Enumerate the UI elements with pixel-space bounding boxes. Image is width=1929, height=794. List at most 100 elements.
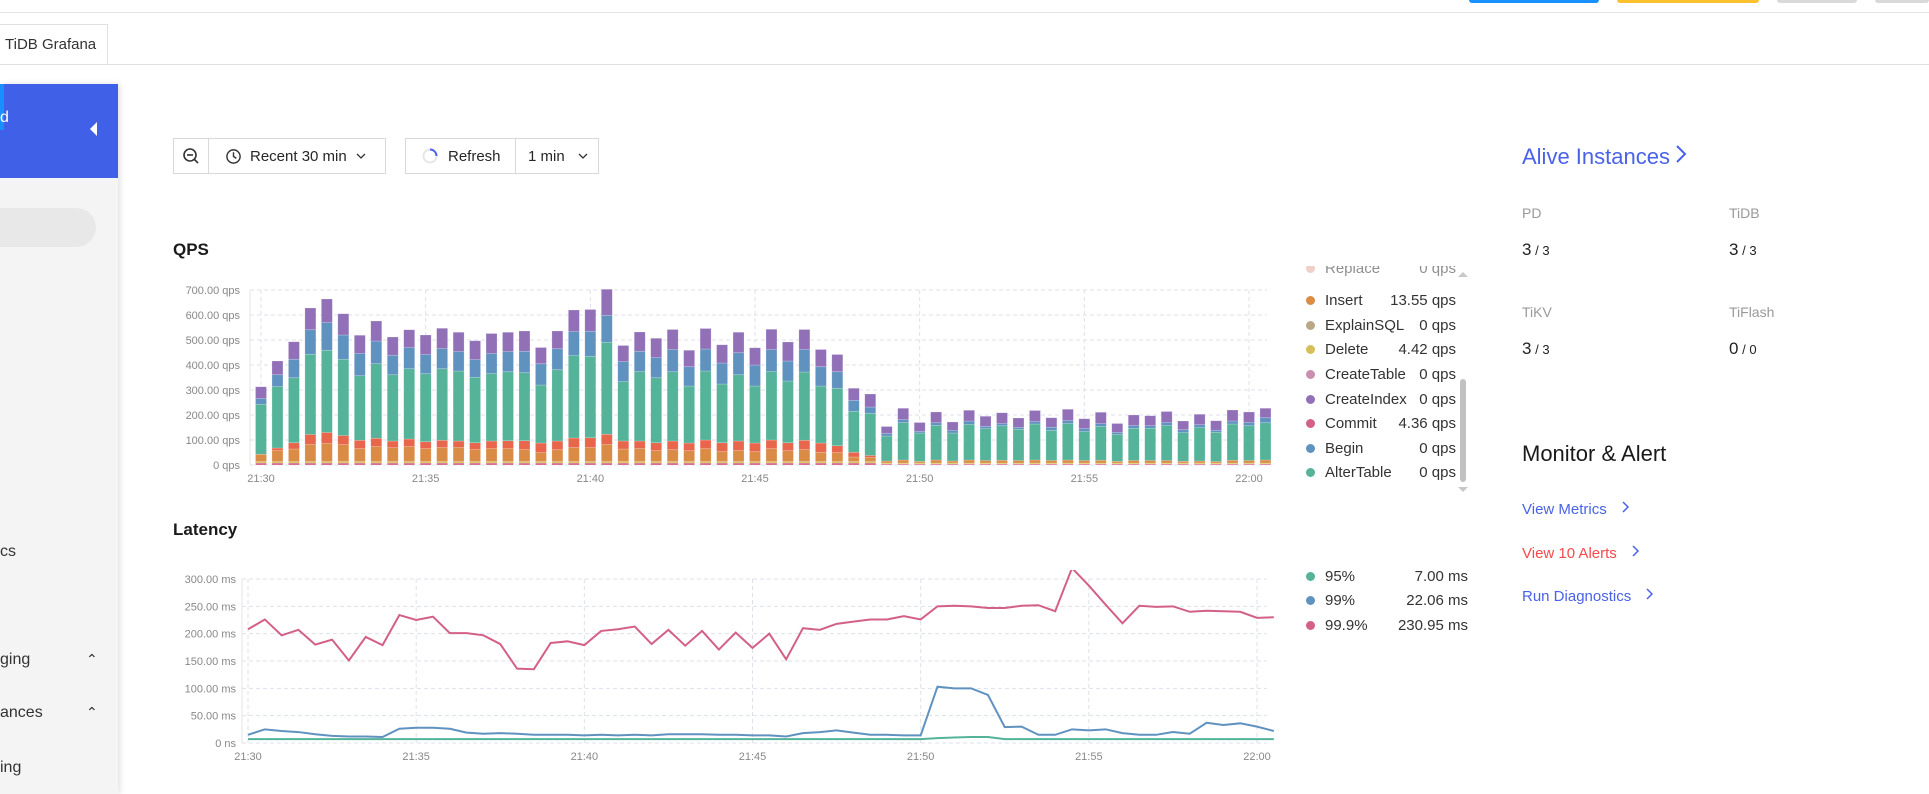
scroll-up-arrow-icon[interactable]: [1458, 272, 1468, 277]
y-tick-label: 300.00 ms: [185, 574, 237, 586]
legend-dot-icon: [1306, 419, 1315, 429]
sidebar-item-debugging[interactable]: ging: [0, 651, 31, 668]
top-action-button-4[interactable]: [1875, 0, 1929, 3]
qps-bar-segment: [485, 440, 498, 449]
legend-item[interactable]: AlterTable 0 qps: [1306, 463, 1456, 483]
qps-bar-segment: [1193, 427, 1206, 462]
qps-bar-segment: [617, 440, 630, 450]
qps-bar-segment: [1012, 428, 1025, 461]
x-tick-label: 21:45: [739, 751, 767, 763]
qps-bar-segment: [386, 336, 399, 356]
qps-bar-segment: [551, 348, 564, 371]
qps-bar-segment: [502, 331, 514, 352]
qps-bar-segment: [403, 438, 415, 447]
alive-instances-link[interactable]: Alive Instances: [1522, 143, 1688, 171]
top-action-button-2[interactable]: [1617, 0, 1759, 3]
qps-legend: Replace 0 qps Insert 13.55 qps ExplainSQL 0 q…: [1306, 266, 1456, 488]
qps-bar-segment: [551, 440, 564, 451]
qps-bar-segment: [1160, 422, 1173, 426]
chevron-up-icon[interactable]: ⌃: [86, 704, 98, 720]
legend-value: 22.06 ms: [1406, 592, 1468, 610]
top-action-button-3[interactable]: [1777, 0, 1857, 3]
qps-bar-segment: [304, 307, 317, 331]
instance-count-tidb: 3 / 3: [1729, 240, 1757, 259]
refresh-label: Refresh: [448, 147, 501, 165]
qps-bar-segment: [1259, 417, 1272, 424]
legend-item[interactable]: 99% 22.06 ms: [1306, 591, 1468, 611]
qps-bar-segment: [337, 358, 350, 436]
view-alerts-link[interactable]: View 10 Alerts: [1522, 544, 1640, 562]
refresh-interval-dropdown[interactable]: 1 min: [515, 138, 599, 174]
legend-value: 0 qps: [1419, 390, 1456, 408]
view-metrics-link[interactable]: View Metrics: [1522, 500, 1630, 518]
sidebar-search-input[interactable]: [0, 208, 96, 247]
chevron-up-icon[interactable]: ⌃: [86, 651, 98, 667]
qps-bar-segment: [666, 349, 679, 373]
legend-item[interactable]: 95% 7.00 ms: [1306, 566, 1468, 586]
qps-bar-segment: [617, 448, 630, 462]
time-range-dropdown[interactable]: Recent 30 min: [208, 138, 386, 174]
tab-tidb-grafana[interactable]: TiDB Grafana: [0, 24, 108, 65]
qps-bar-segment: [930, 411, 942, 424]
legend-item[interactable]: 99.9% 230.95 ms: [1306, 615, 1468, 635]
scroll-down-arrow-icon[interactable]: [1458, 487, 1468, 492]
qps-bar-segment: [469, 359, 481, 378]
view-metrics-label: View Metrics: [1522, 500, 1607, 518]
qps-bar-segment: [782, 450, 794, 462]
sidebar-item-instances[interactable]: ances: [0, 704, 43, 721]
zoom-out-button[interactable]: [173, 138, 209, 174]
qps-bar-segment: [815, 385, 827, 444]
refresh-button[interactable]: Refresh: [405, 138, 516, 174]
y-tick-label: 100.00 ms: [185, 683, 237, 695]
legend-item[interactable]: CreateTable 0 qps: [1306, 364, 1456, 384]
instance-count-tikv: 3 / 3: [1522, 339, 1550, 358]
qps-bar-segment: [288, 358, 300, 379]
qps-bar-segment: [1078, 428, 1091, 432]
qps-bar-segment: [469, 449, 481, 462]
qps-bar-segment: [650, 357, 663, 379]
view-alerts-label: View 10 Alerts: [1522, 544, 1617, 562]
legend-value: 0 qps: [1419, 316, 1456, 334]
qps-bar-segment: [271, 447, 284, 451]
legend-item[interactable]: Commit 4.36 qps: [1306, 414, 1456, 434]
y-tick-label: 50.00 ms: [191, 711, 237, 723]
refresh-interval-label: 1 min: [528, 147, 565, 165]
qps-bar-segment: [600, 433, 613, 445]
sidebar-active-item[interactable]: [0, 84, 118, 178]
qps-bar-segment: [1029, 421, 1041, 425]
y-tick-label: 0 qps: [213, 460, 240, 472]
qps-bar-segment: [699, 328, 712, 350]
qps-bar-segment: [996, 459, 1008, 464]
qps-bar-segment: [568, 437, 580, 448]
qps-bar-segment: [304, 329, 317, 355]
qps-bar-segment: [1259, 459, 1272, 464]
collapse-sidebar-icon[interactable]: [90, 122, 97, 136]
qps-bar-segment: [321, 443, 333, 462]
legend-scrollbar[interactable]: [1460, 379, 1466, 482]
top-action-button-1[interactable]: [1469, 0, 1599, 3]
qps-bar-segment: [633, 331, 646, 352]
legend-item[interactable]: ExplainSQL 0 qps: [1306, 315, 1456, 335]
qps-bar-segment: [1144, 427, 1157, 461]
qps-bar-segment: [1243, 422, 1255, 427]
qps-bar-segment: [699, 439, 712, 450]
qps-bar-segment: [288, 377, 300, 444]
legend-item[interactable]: CreateIndex 0 qps: [1306, 389, 1456, 409]
legend-item[interactable]: Delete 4.42 qps: [1306, 340, 1456, 360]
x-tick-label: 21:40: [577, 473, 605, 485]
run-diagnostics-link[interactable]: Run Diagnostics: [1522, 587, 1654, 605]
sidebar-item-metrics[interactable]: cs: [0, 543, 16, 560]
qps-bar-segment: [568, 309, 580, 332]
sidebar-item-logging[interactable]: ing: [0, 759, 22, 776]
latency-line-99pct: [247, 685, 1275, 738]
qps-bar-segment: [419, 354, 432, 375]
qps-bar-segment: [584, 330, 597, 357]
qps-bar-segment: [666, 440, 679, 451]
legend-item[interactable]: Begin 0 qps: [1306, 438, 1456, 458]
qps-bar-segment: [633, 371, 646, 442]
qps-bar-segment: [584, 447, 597, 462]
qps-bar-segment: [551, 449, 564, 462]
legend-item[interactable]: Insert 13.55 qps: [1306, 291, 1456, 311]
legend-item[interactable]: Replace 0 qps: [1306, 266, 1456, 278]
qps-bar-segment: [452, 351, 465, 372]
